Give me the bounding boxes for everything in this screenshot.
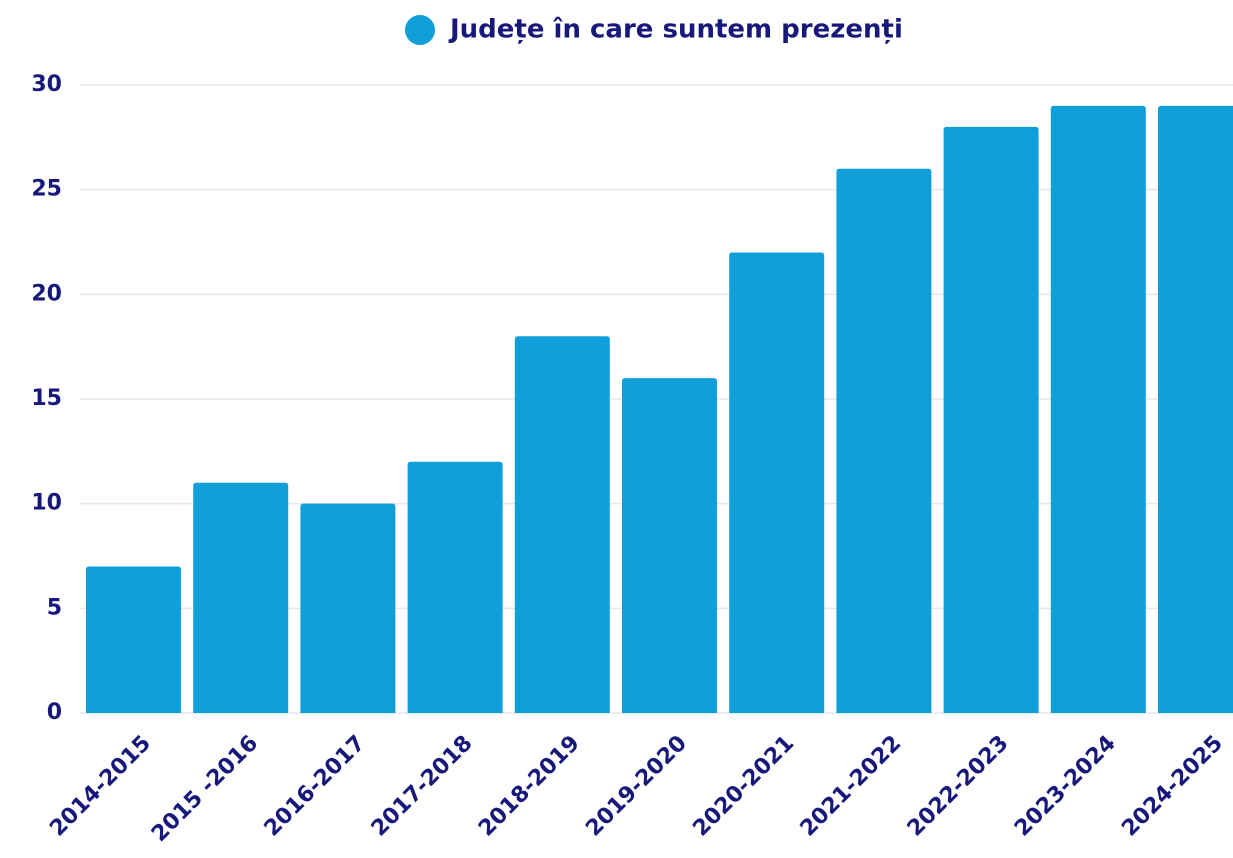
x-tick-label: 2017-2018 xyxy=(367,731,478,842)
bar xyxy=(86,566,181,713)
y-tick-label: 25 xyxy=(31,177,62,202)
bar xyxy=(1050,105,1146,713)
y-tick-label: 20 xyxy=(31,281,62,306)
bar xyxy=(836,168,932,713)
legend-marker xyxy=(405,15,435,45)
x-tick-label: 2016-2017 xyxy=(260,731,371,842)
x-tick-label: 2024-2025 xyxy=(1117,731,1228,842)
bar xyxy=(943,126,1039,713)
bar xyxy=(193,482,289,713)
x-tick-label: 2019-2020 xyxy=(581,731,692,842)
y-tick-label: 15 xyxy=(31,386,62,411)
y-tick-label: 5 xyxy=(47,595,62,620)
x-tick-label: 2021-2022 xyxy=(796,731,907,842)
bar xyxy=(300,503,396,713)
x-tick-label: 2015 -2016 xyxy=(147,731,263,847)
bar xyxy=(1158,105,1233,713)
bar xyxy=(514,336,610,713)
y-tick-label: 30 xyxy=(31,72,62,97)
x-tick-label: 2023-2024 xyxy=(1010,731,1121,842)
x-tick-label: 2014-2015 xyxy=(45,731,156,842)
bar xyxy=(729,252,825,713)
y-tick-label: 0 xyxy=(47,700,62,725)
x-tick-label: 2020-2021 xyxy=(688,731,799,842)
legend-label: Județe în care suntem prezenți xyxy=(448,15,903,45)
bar xyxy=(407,461,503,713)
x-tick-label: 2018-2019 xyxy=(474,731,585,842)
x-tick-label: 2022-2023 xyxy=(903,731,1014,842)
bar xyxy=(622,378,717,713)
y-tick-label: 10 xyxy=(31,491,62,516)
